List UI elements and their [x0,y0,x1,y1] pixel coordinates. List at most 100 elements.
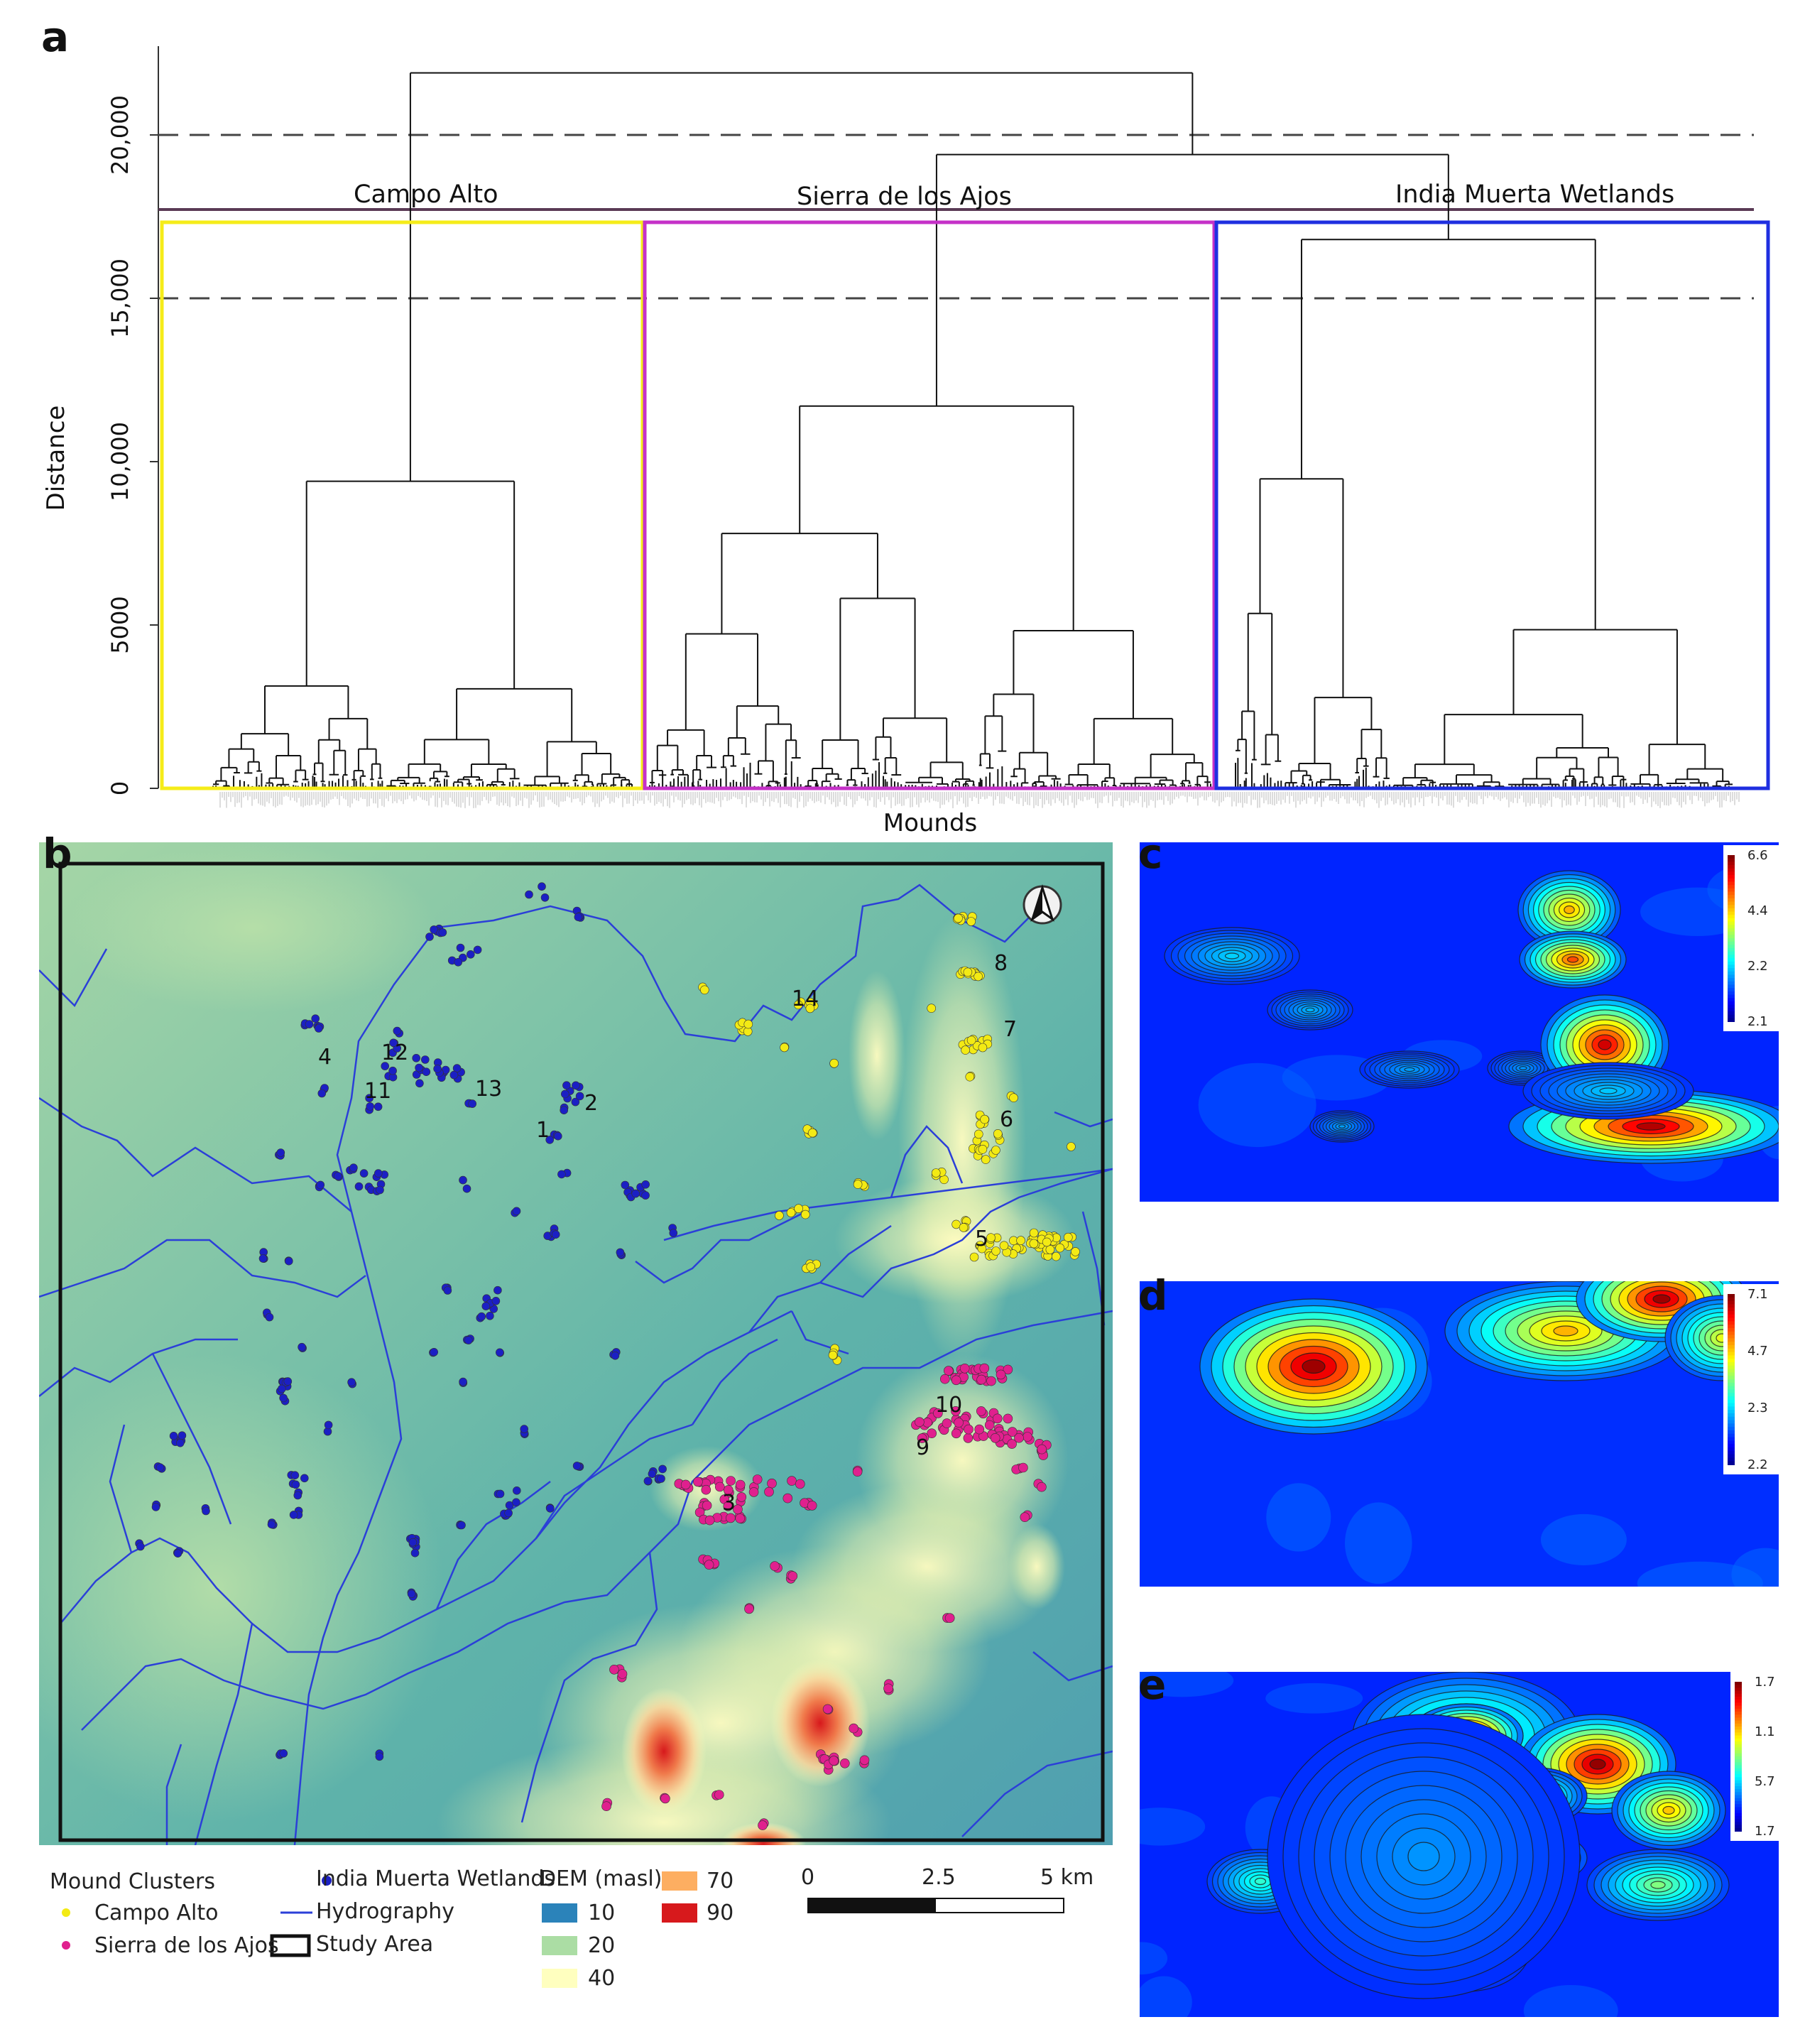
dem-lowland-west [39,1354,444,1822]
mound-point [611,1351,620,1360]
dem-swatch-90 [662,1903,697,1923]
heatmap-colorbar: 7.1 4.7 2.3 2.2 [1723,1284,1779,1474]
y-tick-label: 5000 [107,596,133,653]
mound-point [944,1366,954,1376]
mound-point [744,1604,754,1614]
mound-point [300,1474,309,1483]
mound-point [572,1462,582,1470]
mound-point [1007,1427,1018,1437]
colorbar-label: 2.3 [1747,1401,1768,1415]
mound-point [980,1114,989,1124]
cluster-number-8: 8 [994,951,1008,976]
mound-point [933,1408,943,1418]
mound-point [415,1063,423,1072]
mound-point [961,1045,970,1055]
mound-point [557,1170,566,1179]
mound-point [388,1066,397,1075]
mound-point [477,1312,486,1321]
legend-dem-10: 10 [588,1901,616,1925]
mound-point [540,893,550,902]
cluster-box [160,220,645,790]
heatmap-contour [1224,952,1240,960]
mound-point [699,985,709,995]
map-legend: Mound Clusters India Muerta Wetlands Cam… [43,1859,1108,2037]
mound-point [491,1296,501,1305]
heatmap-contour [1599,1087,1618,1094]
mound-point [1067,1142,1076,1151]
mound-point [293,1491,302,1500]
mound-point [520,1425,529,1433]
study-area-boundary [58,861,1105,1842]
legend-dem-70: 70 [707,1869,734,1893]
mound-point [951,1428,961,1439]
mound-point [704,1560,714,1570]
mound-point [976,1374,986,1385]
mound-point [964,1424,974,1435]
heatmap-contour [1650,1881,1666,1889]
mound-point [176,1438,185,1447]
mound-point [449,1070,459,1080]
mound-point [714,1482,725,1492]
mound-point [795,1479,805,1489]
sierra-symbol-icon [62,1941,70,1950]
mound-point [726,1476,736,1486]
mound-point [574,913,583,921]
mound-point [572,1081,580,1090]
dem-hills [437,913,1076,1845]
mound-point [462,1184,471,1193]
mound-point [408,1538,418,1547]
mound-point [829,1058,839,1068]
dem-lowland-north [67,842,437,1013]
mound-point [735,1479,746,1490]
mound-point [780,1043,789,1053]
mound-point [963,967,973,977]
mound-point [553,1131,562,1141]
mound-point [976,1406,986,1416]
mound-point [752,1474,763,1484]
colorbar-label: 1.1 [1755,1724,1775,1739]
mound-point [425,933,434,941]
mound-point [969,1252,979,1262]
mound-point [944,1613,955,1623]
mound-point [430,1347,439,1357]
panel-label-c: c [1138,830,1163,878]
mound-point [693,1477,703,1487]
legend-title: Mound Clusters [50,1869,215,1894]
mound-point [202,1506,210,1516]
mound-point [974,1129,983,1139]
mound-point [807,1501,817,1511]
mound-point [305,1020,314,1028]
cluster-number-12: 12 [381,1040,408,1065]
mound-point [575,1092,584,1101]
legend-dem-90: 90 [707,1901,734,1925]
mound-point [959,1223,969,1232]
mound-point [283,1377,293,1386]
mound-point [551,1230,560,1239]
cluster-number-5: 5 [975,1227,988,1251]
mound-point [986,1233,996,1243]
mound-point [495,1348,504,1357]
mound-point [545,1504,555,1513]
heatmap-contour [1652,1294,1671,1304]
mound-point [393,1026,402,1035]
cluster-boxes [160,220,1770,790]
mound-point [545,1136,555,1144]
colorbar-label: 2.2 [1747,1457,1768,1472]
legend-dem-20: 20 [588,1933,616,1958]
mound-point [373,1169,383,1178]
mound-point [660,1793,670,1804]
mound-point [658,1464,667,1474]
mound-point [1037,1444,1047,1455]
cluster-box [643,220,1216,790]
heatmap-contour [1305,1007,1315,1013]
india-symbol-icon [322,1876,332,1886]
mound-point [993,1413,1003,1424]
mound-point [512,1498,520,1507]
mound-point [169,1431,178,1440]
mound-point [996,1369,1006,1380]
mound-point [1029,1228,1039,1238]
campo-symbol-icon [62,1908,70,1917]
mound-point [347,1378,356,1387]
mound-point [156,1463,165,1472]
cluster-number-6: 6 [1000,1107,1013,1132]
